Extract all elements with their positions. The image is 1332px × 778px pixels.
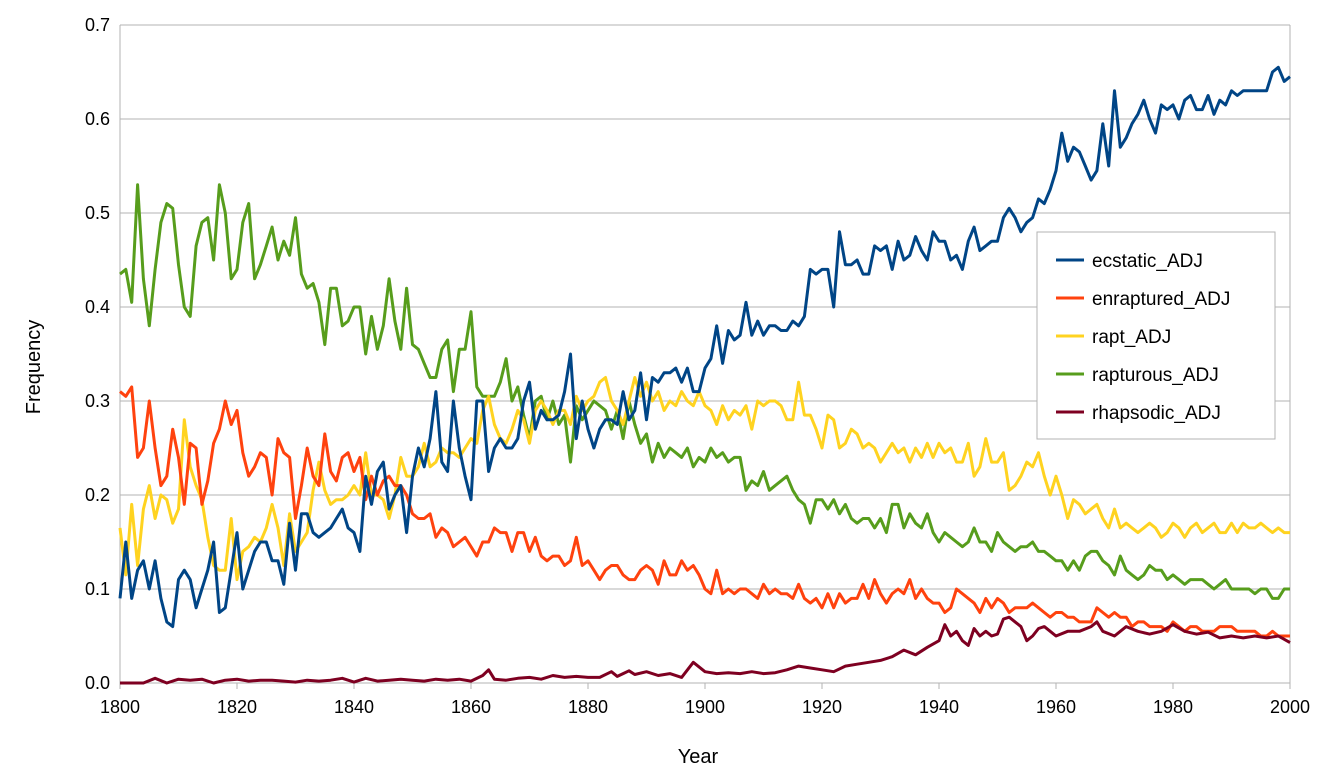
y-tick-label: 0.1 — [85, 579, 110, 599]
x-tick-label: 1800 — [100, 697, 140, 717]
x-tick-label: 1820 — [217, 697, 257, 717]
y-tick-label: 0.0 — [85, 673, 110, 693]
y-tick-label: 0.3 — [85, 391, 110, 411]
x-tick-label: 1840 — [334, 697, 374, 717]
x-tick-label: 1860 — [451, 697, 491, 717]
y-tick-label: 0.7 — [85, 15, 110, 35]
gridlines — [119, 24, 1291, 684]
x-tick-label: 2000 — [1270, 697, 1310, 717]
x-tick-label: 1940 — [919, 697, 959, 717]
x-axis: 1800 1820 1840 1860 1880 1900 1920 1940 1960 1980… — [100, 683, 1310, 717]
series-line-enraptured_ADJ — [119, 385, 1290, 638]
y-tick-label: 0.2 — [85, 485, 110, 505]
series-line-ecstatic_ADJ — [118, 65, 1291, 629]
series-lines — [118, 65, 1291, 685]
legend-label: rapt_ADJ — [1092, 327, 1171, 348]
legend-label: rhapsodic_ADJ — [1092, 403, 1221, 424]
y-axis-title: Frequency — [23, 320, 45, 415]
x-tick-label: 1880 — [568, 697, 608, 717]
legend-label: rapturous_ADJ — [1092, 365, 1219, 386]
series-line-rhapsodic_ADJ — [120, 615, 1291, 685]
x-tick-label: 1980 — [1153, 697, 1193, 717]
y-tick-label: 0.6 — [85, 109, 110, 129]
legend-label: enraptured_ADJ — [1092, 289, 1230, 310]
x-tick-label: 1920 — [802, 697, 842, 717]
y-tick-label: 0.5 — [85, 203, 110, 223]
y-axis: 0.0 0.1 0.2 0.3 0.4 0.5 0.6 0.7 — [85, 15, 110, 693]
series-line-rapturous_ADJ — [119, 183, 1290, 600]
legend-label: ecstatic_ADJ — [1092, 251, 1203, 272]
x-tick-label: 1960 — [1036, 697, 1076, 717]
x-axis-title: Year — [678, 746, 719, 768]
x-tick-label: 1900 — [685, 697, 725, 717]
y-tick-label: 0.4 — [85, 297, 110, 317]
legend: ecstatic_ADJ enraptured_ADJ rapt_ADJraptur… — [1036, 231, 1276, 440]
